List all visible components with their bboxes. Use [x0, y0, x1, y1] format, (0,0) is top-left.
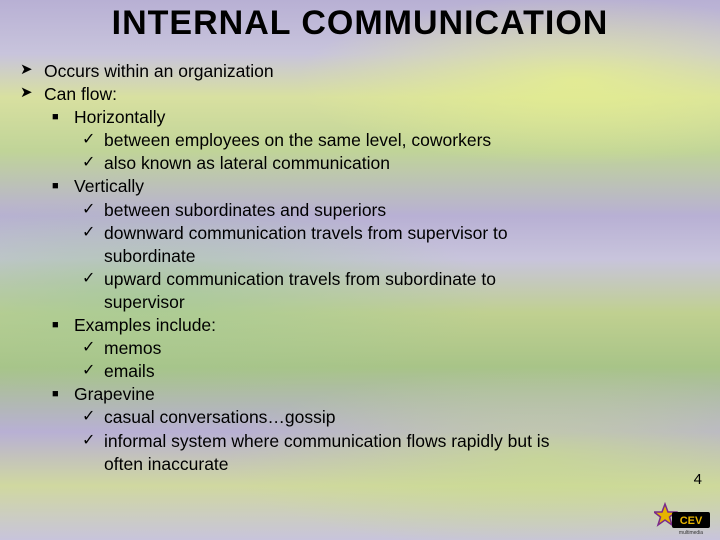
- slide-content: Occurs within an organization Can flow: …: [18, 60, 702, 476]
- bullet-l3-cont: often inaccurate: [18, 453, 702, 476]
- bullet-l1: Occurs within an organization: [18, 60, 702, 83]
- svg-text:CEV: CEV: [680, 515, 703, 527]
- bullet-l3: emails: [18, 360, 702, 383]
- bullet-l3: memos: [18, 337, 702, 360]
- bullet-l3: also known as lateral communication: [18, 152, 702, 175]
- bullet-l2: Examples include:: [18, 314, 702, 337]
- bullet-list: Occurs within an organization Can flow: …: [18, 60, 702, 476]
- bullet-l3: casual conversations…gossip: [18, 406, 702, 429]
- bullet-l3-cont: supervisor: [18, 291, 702, 314]
- slide: INTERNAL COMMUNICATION Occurs within an …: [0, 0, 720, 540]
- svg-text:multimedia: multimedia: [679, 530, 703, 536]
- bullet-l3: between employees on the same level, cow…: [18, 129, 702, 152]
- bullet-l2: Horizontally: [18, 106, 702, 129]
- bullet-l3: upward communication travels from subord…: [18, 268, 702, 291]
- bullet-l1: Can flow:: [18, 83, 702, 106]
- cev-logo-icon: CEV multimedia: [654, 502, 712, 538]
- bullet-l2: Grapevine: [18, 383, 702, 406]
- bullet-l2: Vertically: [18, 175, 702, 198]
- bullet-l3: downward communication travels from supe…: [18, 222, 702, 245]
- bullet-l3: informal system where communication flow…: [18, 430, 702, 453]
- slide-number: 4: [694, 471, 702, 488]
- bullet-l3: between subordinates and superiors: [18, 199, 702, 222]
- slide-title: INTERNAL COMMUNICATION: [0, 4, 720, 43]
- bullet-l3-cont: subordinate: [18, 245, 702, 268]
